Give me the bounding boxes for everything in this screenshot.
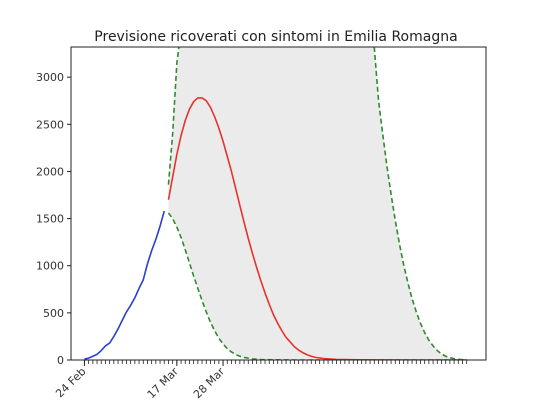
plot-area (84, 47, 467, 360)
chart-title: Previsione ricoverati con sintomi in Emi… (94, 29, 457, 45)
x-tick-label: 17 Mar (145, 365, 182, 402)
series-line-1 (167, 97, 467, 360)
series-line-4 (373, 47, 467, 360)
y-tick-label: 0 (57, 354, 64, 367)
y-tick-label: 2000 (36, 165, 64, 178)
x-tick-label: 28 Mar (191, 365, 228, 402)
series-line-3 (167, 47, 180, 185)
y-tick-label: 1500 (36, 213, 64, 226)
y-tick-label: 500 (43, 307, 64, 320)
axes-frame (70, 46, 487, 361)
confidence-band-0 (168, 47, 467, 360)
y-tick-label: 2500 (36, 118, 64, 131)
y-tick-label: 1000 (36, 260, 64, 273)
x-tick-label: 24 Feb (53, 365, 88, 400)
y-tick-label: 3000 (36, 71, 64, 84)
series-line-2 (167, 212, 467, 360)
series-line-0 (84, 210, 166, 360)
